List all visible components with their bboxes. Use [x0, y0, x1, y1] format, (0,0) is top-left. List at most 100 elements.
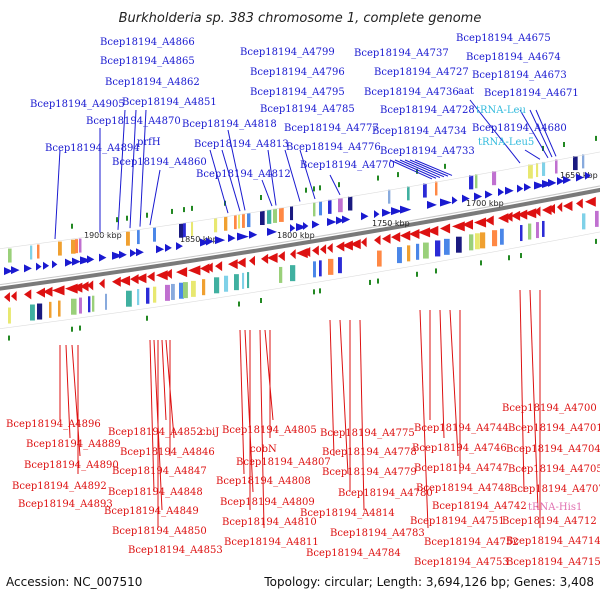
gene-label[interactable]: Bcep18194_A4714: [506, 536, 600, 547]
gene-label[interactable]: Bcep18194_A4751: [410, 516, 505, 527]
gene-label[interactable]: Bcep18194_A4809: [220, 497, 315, 508]
gene-label[interactable]: Bcep18194_A4785: [260, 104, 355, 115]
gene-label[interactable]: Bcep18194_A4846: [120, 447, 215, 458]
gene-label[interactable]: cobN: [250, 444, 277, 455]
gene-label[interactable]: Bcep18194_A4852: [108, 427, 203, 438]
gene-label[interactable]: Bcep18194_A4705: [508, 464, 600, 475]
gene-label[interactable]: Bcep18194_A4777: [284, 123, 379, 134]
gene-label[interactable]: Bcep18194_A4796: [250, 67, 345, 78]
gene-label[interactable]: Bcep18194_A4747: [414, 463, 509, 474]
gene-label[interactable]: Bcep18194_A4890: [24, 460, 119, 471]
gene-label[interactable]: Bcep18194_A4795: [250, 87, 345, 98]
gene-label[interactable]: Bcep18194_A4892: [12, 481, 107, 492]
tick-1800: 1800 kbp: [277, 231, 315, 240]
gene-label[interactable]: Bcep18194_A4728: [380, 105, 475, 116]
reverse-gene-arrow: [188, 265, 201, 276]
gene-label[interactable]: Bcep18194_A4736: [364, 87, 459, 98]
gene-label[interactable]: Bcep18194_A4905: [30, 99, 125, 110]
gene-label[interactable]: Bcep18194_A4866: [100, 37, 195, 48]
forward-gene-arrow: [557, 177, 565, 186]
gene-label[interactable]: Bcep18194_A4870: [86, 116, 181, 127]
forward-feature-block: [137, 230, 140, 245]
gene-label[interactable]: Bcep18194_A4813: [194, 139, 289, 150]
gene-label[interactable]: Bcep18194_A4737: [354, 48, 449, 59]
reverse-gene-arrow: [36, 287, 45, 298]
reverse-gene-arrow: [4, 292, 10, 303]
gene-label[interactable]: Bcep18194_A4753: [414, 557, 509, 568]
gene-label[interactable]: Bcep18194_A4675: [456, 33, 551, 44]
gene-label[interactable]: Bcep18194_A4770: [300, 160, 395, 171]
reverse-feature-block: [202, 279, 206, 296]
reverse-gene-arrow: [237, 257, 246, 268]
forward-gene-arrow: [130, 249, 137, 258]
gene-label[interactable]: Bcep18194_A4853: [128, 545, 223, 556]
gene-label[interactable]: prfH: [137, 137, 161, 148]
gene-label[interactable]: Bcep18194_A4783: [330, 528, 425, 539]
gene-label[interactable]: Bcep18194_A4744: [414, 423, 509, 434]
gene-label[interactable]: Bcep18194_A4848: [108, 487, 203, 498]
forward-feature-block: [475, 174, 478, 189]
forward-feature-block: [238, 214, 241, 229]
gene-label[interactable]: Bcep18194_A4847: [112, 466, 207, 477]
gene-label[interactable]: Bcep18194_A4850: [112, 526, 207, 537]
gene-label[interactable]: Bcep18194_A4779: [322, 467, 417, 478]
reverse-feature-block: [183, 282, 188, 299]
gene-label[interactable]: Bcep18194_A4810: [222, 517, 317, 528]
gene-label[interactable]: Bcep18194_A4671: [484, 88, 579, 99]
gene-label[interactable]: Bcep18194_A4746: [412, 443, 507, 454]
gene-label[interactable]: Bcep18194_A4860: [112, 157, 207, 168]
gene-label[interactable]: Bcep18194_A4674: [466, 52, 561, 63]
gene-label[interactable]: Bcep18194_A4849: [104, 506, 199, 517]
reverse-feature-block: [319, 260, 322, 277]
gene-label[interactable]: tRNA-His1: [528, 502, 582, 513]
gene-label[interactable]: Bcep18194_A4889: [26, 439, 121, 450]
gene-label[interactable]: tRNA-Leu: [476, 105, 526, 116]
gene-label[interactable]: Bcep18194_A4748: [416, 483, 511, 494]
gene-label[interactable]: Bcep18194_A4799: [240, 47, 335, 58]
gene-label[interactable]: Bcep18194_A4775: [320, 428, 415, 439]
gene-label[interactable]: Bcep18194_A4807: [236, 457, 331, 468]
reverse-gene-arrow: [534, 206, 541, 217]
gene-label[interactable]: Bcep18194_A4700: [502, 403, 597, 414]
gene-label[interactable]: Bcep18194_A4784: [306, 548, 401, 559]
gene-label[interactable]: Bcep18194_A4776: [286, 142, 381, 153]
gene-label[interactable]: Bcep18194_A4805: [222, 425, 317, 436]
inner-guide-curve: [0, 231, 600, 330]
gene-label[interactable]: Bcep18194_A4814: [300, 508, 395, 519]
gene-label[interactable]: Bcep18194_A4712: [502, 516, 597, 527]
gene-label[interactable]: Bcep18194_A4893: [18, 499, 113, 510]
gene-label[interactable]: Bcep18194_A4862: [105, 77, 200, 88]
gene-label[interactable]: Bcep18194_A4752: [424, 537, 519, 548]
gene-label[interactable]: Bcep18194_A4715: [506, 557, 600, 568]
reverse-feature-block: [58, 300, 61, 317]
forward-gene-arrow: [485, 190, 493, 199]
gene-label[interactable]: Bcep18194_A4727: [374, 67, 469, 78]
gene-label[interactable]: Bcep18194_A4896: [6, 419, 101, 430]
gene-label[interactable]: Bcep18194_A4704: [506, 444, 600, 455]
gene-label[interactable]: Bcep18194_A4865: [100, 56, 195, 67]
gene-label[interactable]: Bcep18194_A4742: [432, 501, 527, 512]
gene-label[interactable]: cbiJ: [200, 427, 219, 438]
gene-label[interactable]: Bcep18194_A4812: [196, 169, 291, 180]
gene-label[interactable]: Bcep18194_A4778: [322, 447, 417, 458]
gene-label[interactable]: Bcep18194_A4701: [508, 423, 600, 434]
reverse-gene-arrow: [400, 230, 411, 241]
forward-gene-arrow: [452, 196, 458, 205]
gene-label[interactable]: Bcep18194_A4808: [216, 476, 311, 487]
gene-label[interactable]: Bcep18194_A4673: [472, 70, 567, 81]
gene-label[interactable]: Bcep18194_A4894: [45, 143, 140, 154]
reverse-gene-arrow: [228, 259, 238, 270]
gene-label[interactable]: Bcep18194_A4780: [338, 488, 433, 499]
gene-label[interactable]: Bcep18194_A4851: [122, 97, 217, 108]
forward-gene-arrow: [427, 200, 437, 209]
gene-label[interactable]: aat: [458, 86, 474, 97]
gene-label[interactable]: tRNA-Leu5: [478, 137, 534, 148]
gene-label[interactable]: Bcep18194_A4680: [472, 123, 567, 134]
reverse-feature-block: [475, 233, 480, 250]
gene-label[interactable]: Bcep18194_A4818: [182, 119, 277, 130]
gene-label[interactable]: Bcep18194_A4733: [380, 146, 475, 157]
gene-label[interactable]: Bcep18194_A4707: [510, 484, 600, 495]
gene-label[interactable]: Bcep18194_A4734: [372, 126, 467, 137]
forward-gene-arrow: [303, 222, 309, 231]
gene-label[interactable]: Bcep18194_A4811: [224, 537, 319, 548]
